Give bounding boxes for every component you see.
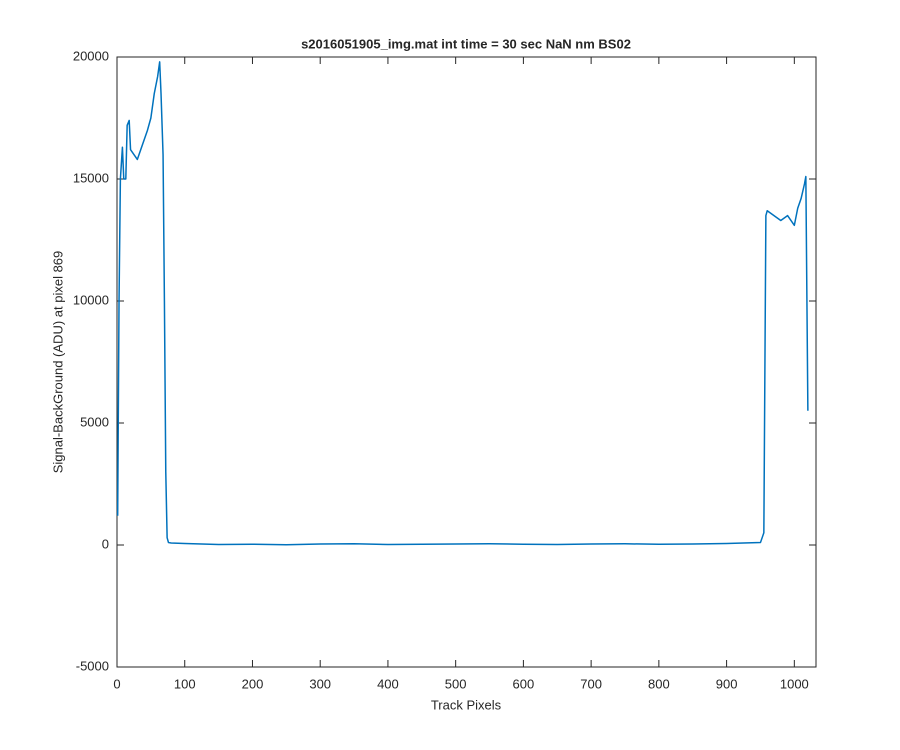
x-tick-label: 700 [580,676,602,691]
x-tick-label: 200 [242,676,264,691]
x-tick-label: 0 [113,676,120,691]
y-axis-label: Signal-BackGround (ADU) at pixel 869 [50,251,65,474]
y-tick-label: 5000 [80,414,109,429]
y-tick-label: 15000 [73,170,109,185]
x-axis-label: Track Pixels [431,697,502,712]
x-tick-label: 600 [513,676,535,691]
y-tick-label: 0 [102,536,109,551]
y-tick-label: 20000 [73,48,109,63]
x-tick-label: 300 [309,676,331,691]
y-tick-label: 10000 [73,292,109,307]
x-tick-label: 500 [445,676,467,691]
x-tick-label: 400 [377,676,399,691]
x-tick-label: 1000 [780,676,809,691]
axes-box [116,56,817,668]
chart-title: s2016051905_img.mat int time = 30 sec Na… [301,36,631,51]
data-line [116,61,809,546]
x-tick-label: 900 [716,676,738,691]
x-tick-label: 100 [174,676,196,691]
x-tick-label: 800 [648,676,670,691]
y-tick-label: -5000 [76,658,109,673]
